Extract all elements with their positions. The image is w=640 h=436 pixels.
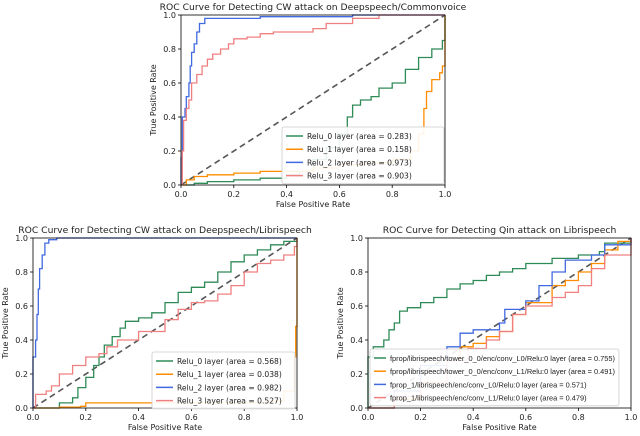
y-tick-label: 0.8 xyxy=(163,45,176,54)
roc-line-series-1 xyxy=(181,15,446,186)
roc-chart-1: ROC Curve for Detecting CW attack on Dee… xyxy=(149,2,467,209)
legend-box xyxy=(281,126,445,185)
roc-line-series-3 xyxy=(32,237,297,408)
legend-label: Relu_1 layer (area = 0.158) xyxy=(307,145,412,154)
y-axis-label: True Positive Rate xyxy=(149,64,158,136)
x-tick-label: 0.4 xyxy=(467,413,480,422)
x-tick-label: 0.0 xyxy=(362,413,375,422)
legend-label: fprop_1/librispeech/enc/conv_L1/Relu:0 l… xyxy=(390,394,587,403)
chart-title: ROC Curve for Detecting Qin attack on Li… xyxy=(383,225,617,236)
legend-label: Relu_1 layer (area = 0.038) xyxy=(177,370,282,379)
legend-label: Relu_2 layer (area = 0.982) xyxy=(177,383,282,392)
y-tick-label: 1.0 xyxy=(163,11,176,20)
roc-line-series-1 xyxy=(367,238,632,408)
roc-line-series-1 xyxy=(33,238,298,409)
y-tick-label: 0.0 xyxy=(350,404,363,413)
x-tick-label: 0.2 xyxy=(414,413,427,422)
x-axis-label: False Positive Rate xyxy=(128,423,202,432)
y-tick-label: 1.0 xyxy=(15,234,28,243)
x-axis-label: False Positive Rate xyxy=(462,423,536,432)
x-tick-label: 0.2 xyxy=(227,190,240,199)
chart-title: ROC Curve for Detecting CW attack on Dee… xyxy=(18,225,312,236)
y-axis-label: True Positive Rate xyxy=(1,287,10,359)
legend-label: Relu_0 layer (area = 0.568) xyxy=(177,357,282,366)
y-tick-label: 0.2 xyxy=(15,370,28,379)
chart-title: ROC Curve for Detecting CW attack on Dee… xyxy=(160,2,467,13)
y-tick-label: 0.8 xyxy=(15,268,28,277)
legend-label: fprop_1/librispeech/enc/conv_L0/Relu:0 l… xyxy=(390,380,587,389)
x-axis-label: False Positive Rate xyxy=(276,200,350,209)
legend: Relu_0 layer (area = 0.283) Relu_1 layer … xyxy=(281,126,445,185)
legend-box xyxy=(151,351,296,410)
legend-label: fprop/librispeech/tower_0_0/enc/conv_L0/… xyxy=(390,354,615,363)
legend-label: Relu_0 layer (area = 0.283) xyxy=(307,132,412,141)
x-tick-label: 1.0 xyxy=(439,190,452,199)
legend-label: fprop/librispeech/tower_0_0/enc/conv_L1/… xyxy=(390,367,615,376)
chance-diagonal xyxy=(180,14,446,186)
x-tick-label: 0.8 xyxy=(238,413,251,422)
x-tick-label: 0.0 xyxy=(27,413,40,422)
y-tick-label: 0.0 xyxy=(163,181,176,190)
x-tick-label: 0.4 xyxy=(132,413,145,422)
y-tick-label: 0.8 xyxy=(350,268,363,277)
legend-label: Relu_3 layer (area = 0.903) xyxy=(307,172,412,181)
x-tick-label: 0.4 xyxy=(280,190,293,199)
y-tick-label: 0.2 xyxy=(163,147,176,156)
x-tick-label: 0.0 xyxy=(175,190,188,199)
legend-box xyxy=(369,348,620,407)
plot-frame xyxy=(367,237,632,409)
plot-frame xyxy=(180,14,446,186)
x-tick-label: 0.6 xyxy=(185,413,198,422)
legend: Relu_0 layer (area = 0.568) Relu_1 layer … xyxy=(151,351,296,410)
legend: fprop/librispeech/tower_0_0/enc/conv_L0/… xyxy=(369,348,620,407)
y-axis-label: True Positive Rate xyxy=(336,287,345,359)
roc-chart-3: ROC Curve for Detecting Qin attack on Li… xyxy=(336,225,637,432)
legend-label: Relu_3 layer (area = 0.527) xyxy=(177,397,282,406)
x-tick-label: 0.2 xyxy=(79,413,92,422)
roc-line-series-3 xyxy=(180,14,445,185)
y-tick-label: 0.2 xyxy=(350,370,363,379)
y-tick-label: 1.0 xyxy=(350,234,363,243)
x-tick-label: 1.0 xyxy=(291,413,304,422)
y-tick-label: 0.6 xyxy=(163,79,176,88)
legend-label: Relu_2 layer (area = 0.973) xyxy=(307,158,412,167)
x-tick-label: 1.0 xyxy=(625,413,638,422)
y-tick-label: 0.4 xyxy=(15,336,28,345)
x-tick-label: 0.8 xyxy=(572,413,585,422)
y-tick-label: 0.4 xyxy=(350,336,363,345)
x-tick-label: 0.8 xyxy=(386,190,399,199)
y-tick-label: 0.0 xyxy=(15,404,28,413)
roc-line-series-4 xyxy=(181,14,445,186)
y-tick-label: 0.6 xyxy=(350,302,363,311)
chance-diagonal xyxy=(32,237,298,409)
y-tick-label: 0.6 xyxy=(15,302,28,311)
x-tick-label: 0.6 xyxy=(519,413,532,422)
y-tick-label: 0.4 xyxy=(163,113,176,122)
roc-chart-2: ROC Curve for Detecting CW attack on Dee… xyxy=(1,225,312,432)
x-tick-label: 0.6 xyxy=(333,190,346,199)
roc-line-series-4 xyxy=(33,238,298,409)
